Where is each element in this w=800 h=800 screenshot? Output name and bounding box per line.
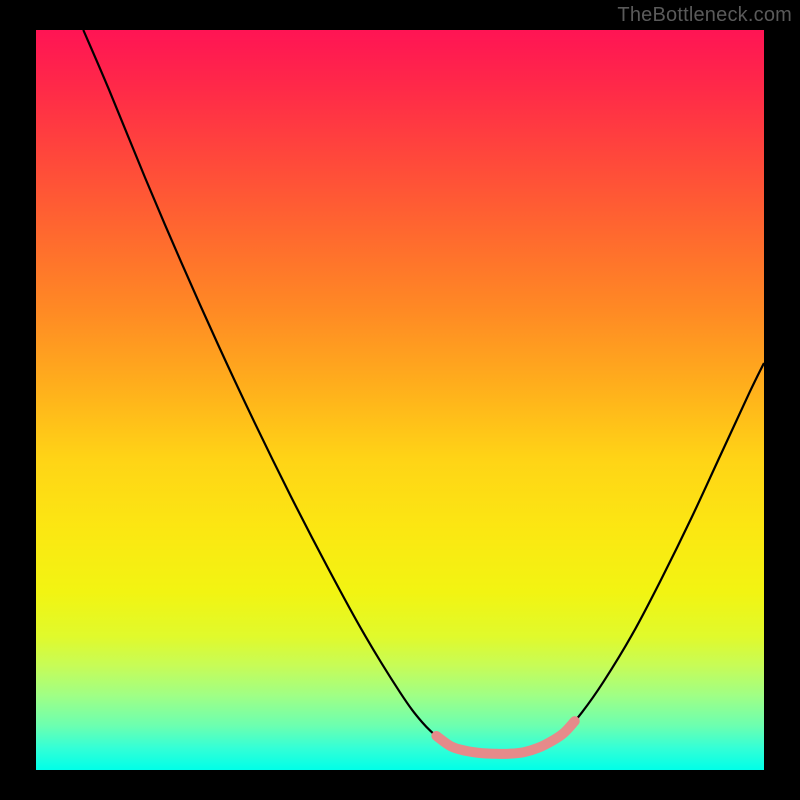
- watermark-text: TheBottleneck.com: [617, 4, 792, 27]
- main-curve-line: [83, 30, 764, 754]
- highlight-segment-line: [436, 721, 574, 754]
- bottleneck-curve-chart: [36, 30, 764, 770]
- chart-plot-area: [36, 30, 764, 770]
